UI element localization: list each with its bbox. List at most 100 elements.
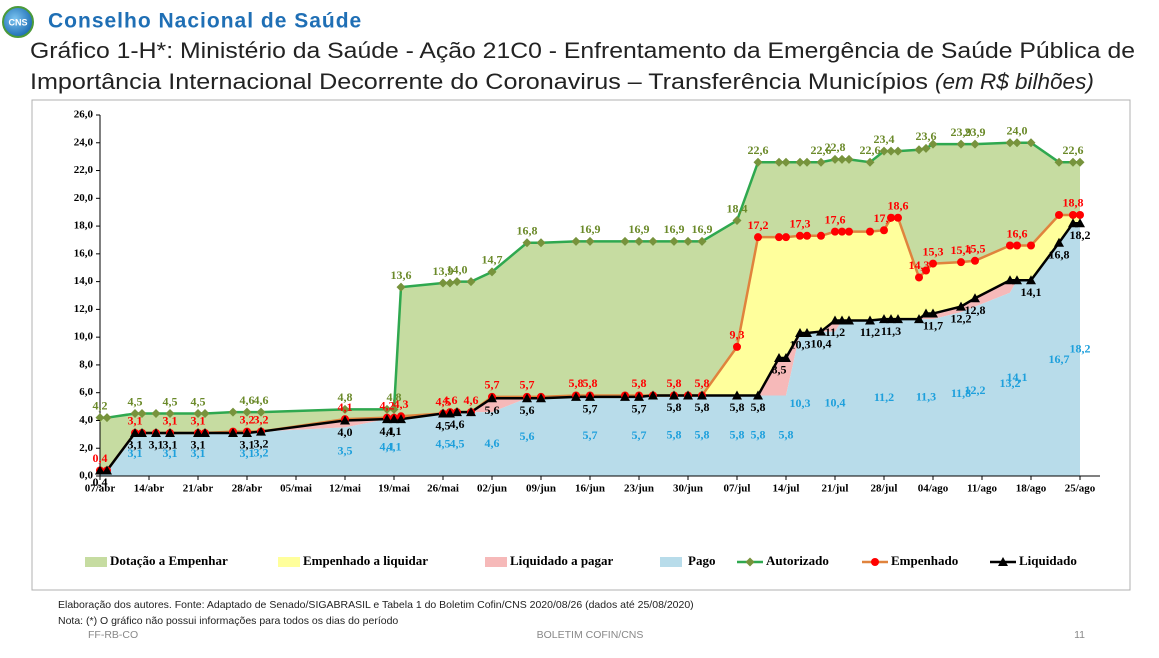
marker [683,390,693,400]
org-name: Conselho Nacional de Saúde [48,10,362,33]
data-label: 3,1 [128,414,143,428]
marker [894,213,902,222]
data-label: 17,7 [874,211,895,225]
y-tick-label: 6,0 [79,386,93,398]
data-label: 4,5 [436,394,451,408]
marker [1068,218,1078,228]
marker [795,157,805,167]
logo-text: CNS [8,17,27,27]
marker [389,414,399,424]
marker [816,157,826,167]
marker [970,293,980,303]
data-label: 5,7 [485,378,500,392]
data-label: 22,6 [748,143,769,157]
data-label: 4,6 [464,393,479,407]
marker [1013,241,1021,250]
data-label: 3,2 [240,412,255,426]
x-tick-label: 28/abr [232,483,263,495]
data-label: 3,2 [254,436,269,450]
marker [102,465,112,475]
marker [845,227,853,236]
marker [137,427,147,437]
data-label: 3,2 [254,446,269,460]
data-label: 14,1 [1007,370,1028,384]
data-label: 14,3 [909,258,930,272]
marker [669,390,679,400]
x-tick-label: 11/ago [967,483,997,495]
marker [922,266,930,275]
data-label: 4,6 [485,436,500,450]
x-tick-label: 30/jun [673,483,703,495]
data-label: 10,3 [790,338,811,352]
marker [697,236,707,246]
data-label: 4,3 [394,397,409,411]
marker [929,259,937,268]
data-label: 5,8 [569,376,584,390]
data-label: 5,7 [632,402,647,416]
data-label: 24,0 [1007,124,1028,138]
x-tick-label: 28/jul [871,483,898,495]
data-label: 5,7 [520,378,535,392]
data-label: 5,8 [667,427,682,441]
marker [781,352,791,362]
marker [1075,218,1085,228]
marker [487,393,497,403]
marker [340,415,350,425]
x-tick-label: 07/jul [724,483,751,495]
marker [151,409,161,419]
data-label: 5,8 [695,427,710,441]
data-label: 16,7 [1049,352,1070,366]
data-label: 22,6 [860,143,881,157]
logo-globe [2,6,34,38]
marker [803,231,811,240]
band-fill [100,214,1080,471]
marker [844,154,854,164]
data-label: 11,8 [951,386,971,400]
data-label: 4,8 [387,390,402,404]
x-tick-label: 16/jun [575,483,605,495]
marker [466,407,476,417]
legend-swatch [660,557,682,567]
marker [1055,210,1063,219]
data-label: 4,1 [387,439,402,453]
data-label: 22,8 [825,140,846,154]
data-label: 23,4 [874,132,895,146]
title-unit: (em R$ bilhões) [935,69,1094,94]
data-label: 16,9 [629,222,650,236]
data-label: 5,7 [632,428,647,442]
data-label: 16,9 [664,222,685,236]
data-label: 10,4 [825,396,846,410]
data-label: 3,1 [163,438,178,452]
marker [1054,237,1064,247]
data-label: 4,5 [450,437,465,451]
marker [445,278,455,288]
data-label: 16,8 [1049,247,1070,261]
marker [887,213,895,222]
data-label: 9,3 [730,328,745,342]
x-tick-label: 21/abr [183,483,214,495]
y-tick-label: 26,0 [74,109,94,121]
marker [522,238,532,248]
marker [957,258,965,267]
legend-label: Liquidado a pagar [510,553,614,568]
data-label: 18,8 [1063,196,1084,210]
marker [796,231,804,240]
marker [928,308,938,318]
marker [95,413,105,423]
marker [830,315,840,325]
marker [754,233,762,242]
marker [956,139,966,149]
x-tick-label: 21/jul [822,483,849,495]
marker [669,236,679,246]
data-label: 13,9 [433,264,454,278]
data-label: 11,3 [916,389,936,403]
data-label: 3,1 [128,438,143,452]
marker [193,409,203,419]
data-label: 10,4 [811,336,832,350]
marker [879,146,889,156]
data-label: 11,3 [881,324,901,338]
data-label: 17,3 [790,217,811,231]
marker [634,391,644,401]
marker [914,314,924,324]
